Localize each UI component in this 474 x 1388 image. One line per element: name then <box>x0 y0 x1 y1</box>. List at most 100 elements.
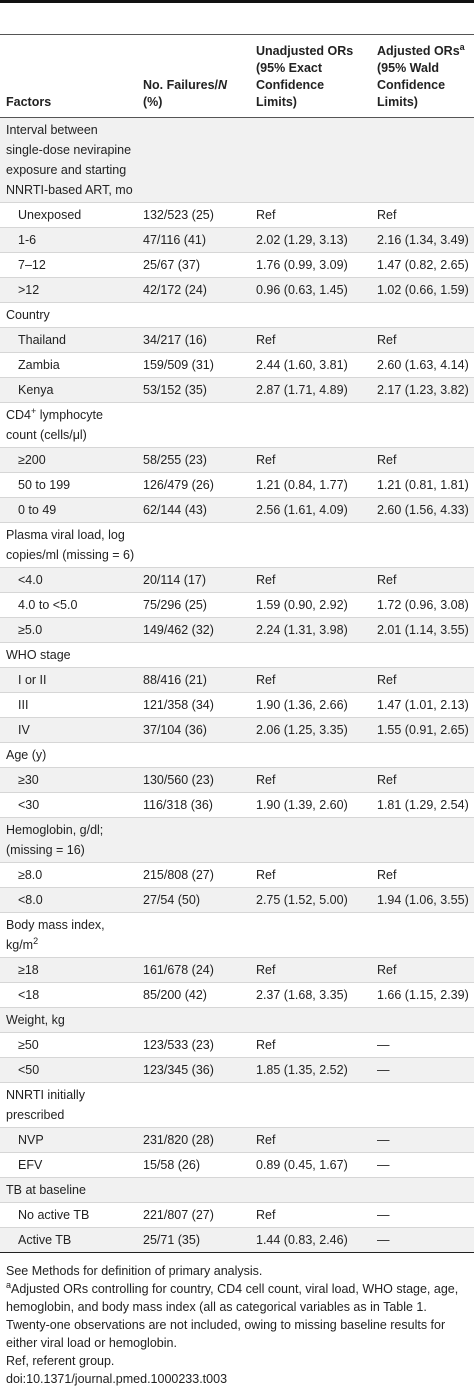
empty-cell <box>137 1177 250 1203</box>
row-label: Unexposed <box>0 202 137 228</box>
group-label: Interval between single-dose nevirapine … <box>0 117 137 203</box>
row-label: ≥5.0 <box>0 617 137 643</box>
column-header: Factors <box>0 34 137 118</box>
text-segment: TB at baseline <box>6 1183 86 1197</box>
data-row: EFV 15/58 (26) 0.89 (0.45, 1.67) — <box>0 1152 474 1178</box>
data-row: 0 to 49 62/144 (43) 2.56 (1.61, 4.09) 2.60 … <box>0 497 474 523</box>
footnotes: See Methods for definition of primary an… <box>0 1253 474 1388</box>
row-label: IV <box>0 717 137 743</box>
row-label: Zambia <box>0 352 137 378</box>
cell: 2.02 (1.29, 3.13) <box>250 227 371 253</box>
column-header: No. Failures/N (%) <box>137 34 250 118</box>
row-label: ≥200 <box>0 447 137 473</box>
empty-cell <box>371 742 474 768</box>
cell: 1.21 (0.81, 1.81) <box>371 472 474 498</box>
data-row: Zambia 159/509 (31) 2.44 (1.60, 3.81) 2.60 … <box>0 352 474 378</box>
empty-cell <box>250 117 371 203</box>
empty-cell <box>371 1177 474 1203</box>
cell: Ref <box>371 327 474 353</box>
group-row: CD4+ lymphocyte count (cells/μl) <box>0 402 474 448</box>
row-label: ≥30 <box>0 767 137 793</box>
footnote: Ref, referent group. <box>6 1352 470 1370</box>
table-body: Interval between single-dose nevirapine … <box>0 117 474 1253</box>
cell: 231/820 (28) <box>137 1127 250 1153</box>
cell: 1.66 (1.15, 2.39) <box>371 982 474 1008</box>
row-label: NVP <box>0 1127 137 1153</box>
row-label: ≥18 <box>0 957 137 983</box>
empty-cell <box>137 742 250 768</box>
data-row: ≥5.0 149/462 (32) 2.24 (1.31, 3.98) 2.01 (1… <box>0 617 474 643</box>
text-segment: (95% Wald Confidence Limits) <box>377 61 446 109</box>
data-row: Active TB 25/71 (35) 1.44 (0.83, 2.46) — <box>0 1227 474 1253</box>
row-label: 7–12 <box>0 252 137 278</box>
empty-cell <box>371 1007 474 1033</box>
text-segment: Adjusted ORs controlling for country, CD… <box>6 1282 459 1350</box>
cell: 2.24 (1.31, 3.98) <box>250 617 371 643</box>
text-segment: Country <box>6 308 50 322</box>
cell: Ref <box>371 957 474 983</box>
text-segment: Age (y) <box>6 748 47 762</box>
row-label: Active TB <box>0 1227 137 1253</box>
group-row: Interval between single-dose nevirapine … <box>0 117 474 203</box>
text-segment: a <box>459 41 465 52</box>
cell: 2.87 (1.71, 4.89) <box>250 377 371 403</box>
cell: 1.90 (1.39, 2.60) <box>250 792 371 818</box>
text-segment: doi:10.1371/journal.pmed.1000233.t003 <box>6 1372 228 1386</box>
row-label: Kenya <box>0 377 137 403</box>
group-row: Age (y) <box>0 742 474 768</box>
group-label: Country <box>0 302 137 328</box>
cell: 2.60 (1.56, 4.33) <box>371 497 474 523</box>
data-row: ≥18 161/678 (24) Ref Ref <box>0 957 474 983</box>
cell: 1.90 (1.36, 2.66) <box>250 692 371 718</box>
cell: 2.75 (1.52, 5.00) <box>250 887 371 913</box>
group-row: NNRTI initially prescribed <box>0 1082 474 1128</box>
empty-cell <box>137 1082 250 1128</box>
row-label: ≥50 <box>0 1032 137 1058</box>
data-row: 4.0 to <5.0 75/296 (25) 1.59 (0.90, 2.92) 1… <box>0 592 474 618</box>
data-row: Unexposed 132/523 (25) Ref Ref <box>0 202 474 228</box>
cell: Ref <box>250 767 371 793</box>
cell: Ref <box>371 767 474 793</box>
data-row: ≥8.0 215/808 (27) Ref Ref <box>0 862 474 888</box>
cell: 221/807 (27) <box>137 1202 250 1228</box>
text-segment: CD4 <box>6 408 32 422</box>
cell: — <box>371 1032 474 1058</box>
cell: 1.94 (1.06, 3.55) <box>371 887 474 913</box>
data-row: >12 42/172 (24) 0.96 (0.63, 1.45) 1.02 (0.6… <box>0 277 474 303</box>
cell: — <box>371 1202 474 1228</box>
cell: 85/200 (42) <box>137 982 250 1008</box>
empty-cell <box>250 1082 371 1128</box>
text-segment: Interval between single-dose nevirapine … <box>6 123 133 197</box>
data-row: 1-6 47/116 (41) 2.02 (1.29, 3.13) 2.16 (1.3… <box>0 227 474 253</box>
group-label: CD4+ lymphocyte count (cells/μl) <box>0 402 137 448</box>
empty-cell <box>250 522 371 568</box>
empty-cell <box>137 817 250 863</box>
empty-cell <box>250 1177 371 1203</box>
row-label: EFV <box>0 1152 137 1178</box>
cell: 15/58 (26) <box>137 1152 250 1178</box>
group-label: NNRTI initially prescribed <box>0 1082 137 1128</box>
empty-cell <box>137 912 250 958</box>
empty-cell <box>371 522 474 568</box>
empty-cell <box>371 1082 474 1128</box>
cell: Ref <box>250 327 371 353</box>
empty-cell <box>371 642 474 668</box>
text-segment: See Methods for definition of primary an… <box>6 1264 263 1278</box>
cell: 161/678 (24) <box>137 957 250 983</box>
text-segment: No. Failures/ <box>143 78 219 92</box>
cell: 1.85 (1.35, 2.52) <box>250 1057 371 1083</box>
cell: 1.47 (0.82, 2.65) <box>371 252 474 278</box>
group-label: Plasma viral load, log copies/ml (missin… <box>0 522 137 568</box>
empty-cell <box>137 522 250 568</box>
header-row: Factors No. Failures/N (%) Unadjusted ORs … <box>0 34 474 118</box>
text-segment: 2 <box>33 935 39 946</box>
empty-cell <box>371 302 474 328</box>
footnote: aAdjusted ORs controlling for country, C… <box>6 1280 470 1352</box>
text-segment: Body mass index, kg/m <box>6 918 105 952</box>
cell: Ref <box>371 862 474 888</box>
data-row: ≥200 58/255 (23) Ref Ref <box>0 447 474 473</box>
row-label: 4.0 to <5.0 <box>0 592 137 618</box>
group-row: Weight, kg <box>0 1007 474 1033</box>
data-row: IV 37/104 (36) 2.06 (1.25, 3.35) 1.55 (0.91… <box>0 717 474 743</box>
